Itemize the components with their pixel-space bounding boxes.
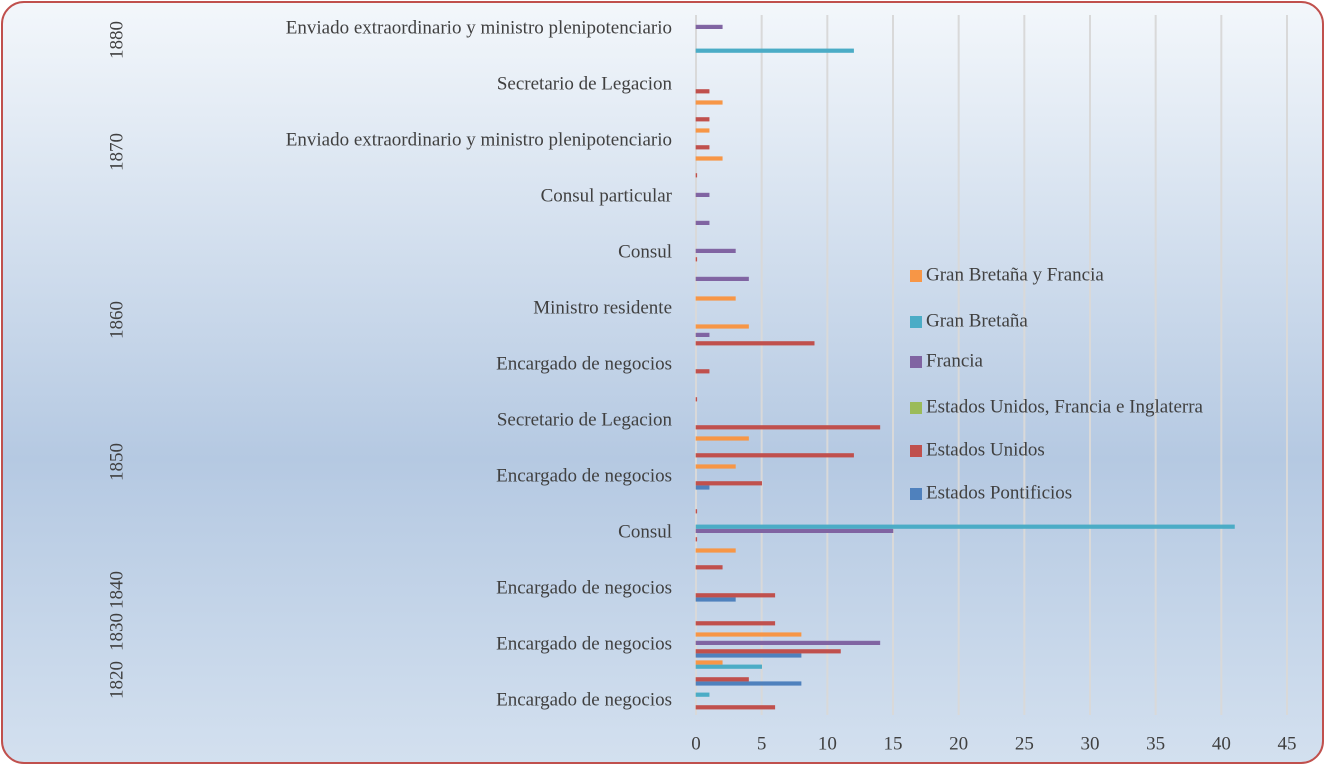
bar [695, 640, 881, 645]
legend-swatch [910, 270, 922, 282]
bar [695, 464, 736, 469]
group-label: 1840 [106, 571, 127, 609]
bar [695, 593, 776, 598]
bar [695, 453, 854, 458]
bar [695, 145, 710, 150]
legend-label: Francia [926, 350, 984, 371]
x-tick-label: 45 [1278, 733, 1297, 754]
x-tick-label: 35 [1146, 733, 1165, 754]
y-tick-label: Ministro residente [533, 297, 672, 318]
bar [695, 660, 723, 665]
y-tick-label: Secretario de Legacion [497, 409, 673, 430]
legend-swatch [910, 356, 922, 368]
y-tick-label: Enviado extraordinario y ministro plenip… [286, 129, 672, 150]
bar [695, 649, 841, 654]
bar [695, 692, 710, 697]
x-tick-label: 10 [818, 733, 837, 754]
group-label: 1850 [106, 443, 127, 481]
group-label: 1830 [106, 613, 127, 651]
bar [695, 425, 881, 430]
legend-swatch [910, 488, 922, 500]
bar [695, 324, 749, 329]
bar [695, 248, 736, 254]
bar [695, 509, 698, 514]
bar [695, 220, 710, 226]
x-tick-label: 30 [1081, 733, 1100, 754]
bar [695, 664, 762, 669]
legend-label: Gran Bretaña [926, 310, 1028, 331]
bar [695, 24, 723, 30]
y-tick-label: Secretario de Legacion [497, 73, 673, 94]
legend-label: Estados Pontificios [926, 482, 1072, 503]
y-tick-label: Encargado de negocios [496, 353, 672, 374]
legend-label: Estados Unidos, Francia e Inglaterra [926, 396, 1204, 417]
x-tick-label: 5 [757, 733, 767, 754]
y-tick-label: Encargado de negocios [496, 577, 672, 598]
y-tick-label: Consul [618, 521, 672, 542]
bar [695, 156, 723, 161]
x-tick-label: 40 [1212, 733, 1231, 754]
legend-label: Gran Bretaña y Francia [926, 264, 1104, 285]
y-tick-label: Enviado extraordinario y ministro plenip… [286, 17, 672, 38]
bar [695, 89, 710, 94]
bar [695, 481, 762, 486]
legend-swatch [910, 445, 922, 457]
y-tick-label: Consul particular [541, 185, 673, 206]
bar [695, 528, 894, 533]
bar [695, 677, 749, 682]
bar [695, 296, 736, 301]
bar [695, 117, 710, 122]
group-label: 1860 [106, 301, 127, 339]
bar [695, 524, 1235, 529]
bar [695, 100, 723, 105]
y-tick-label: Encargado de negocios [496, 465, 672, 486]
legend-swatch [910, 316, 922, 328]
group-label: 1820 [106, 661, 127, 699]
bar [695, 128, 710, 133]
x-tick-label: 0 [691, 733, 701, 754]
x-tick-label: 15 [884, 733, 903, 754]
bar [695, 632, 802, 637]
bar [695, 397, 698, 402]
bar [695, 653, 802, 658]
bar [695, 565, 723, 570]
bar [695, 341, 815, 346]
bar [695, 192, 710, 198]
bar [695, 48, 854, 53]
x-tick-label: 20 [949, 733, 968, 754]
y-tick-label: Consul [618, 241, 672, 262]
bar [695, 173, 698, 178]
bar [695, 597, 736, 602]
bar [695, 369, 710, 374]
bar [695, 537, 698, 542]
bar [695, 257, 698, 262]
group-label: 1870 [106, 133, 127, 171]
bar [695, 485, 710, 490]
legend-label: Estados Unidos [926, 439, 1045, 460]
bar [695, 276, 749, 282]
y-tick-label: Encargado de negocios [496, 633, 672, 654]
legend-swatch [910, 402, 922, 414]
group-label: 1880 [106, 21, 127, 59]
bar [695, 436, 749, 441]
bar [695, 681, 802, 686]
y-tick-label: Encargado de negocios [496, 689, 672, 710]
bar [695, 332, 710, 338]
bar [695, 705, 776, 710]
x-tick-label: 25 [1015, 733, 1034, 754]
bar [695, 621, 776, 626]
bar [695, 548, 736, 553]
